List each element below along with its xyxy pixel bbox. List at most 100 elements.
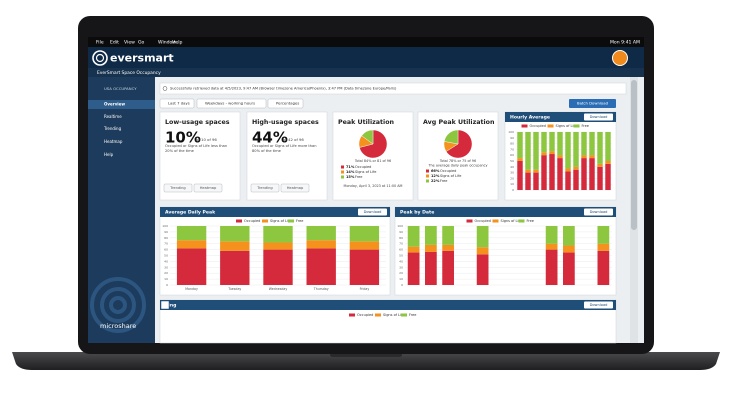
card-description-box: Occupied or Signs of Life less than 20% … xyxy=(165,144,227,153)
card-button-label: Heatmap xyxy=(287,186,304,190)
menu-item[interactable]: Window xyxy=(158,40,176,46)
bar-segment xyxy=(349,249,380,285)
filter-label: Percentages xyxy=(276,101,299,106)
pie-legend-label: Signs of Life xyxy=(355,170,376,174)
download-button[interactable] xyxy=(584,208,613,216)
card-button[interactable] xyxy=(280,183,310,193)
bar-segment xyxy=(306,226,336,241)
pie-slice xyxy=(445,129,473,159)
legend-swatch xyxy=(341,170,344,174)
legend-label: Signs of Life xyxy=(383,313,404,317)
y-tick-label: 30 xyxy=(510,171,514,175)
pie-title: Peak Utilization xyxy=(338,119,394,126)
bar-segment xyxy=(220,250,250,285)
legend-swatch xyxy=(521,124,528,128)
banner-text: Successfully retrieved data at 4/5/2023,… xyxy=(170,87,397,91)
bar-segment xyxy=(476,247,489,255)
laptop-base xyxy=(12,352,720,370)
nav-item[interactable]: Realtime xyxy=(104,114,122,119)
card-title: Low-usage spaces xyxy=(165,119,230,126)
bar-segment xyxy=(597,226,610,244)
menu-item[interactable]: Help xyxy=(172,40,183,46)
filter-label: Last 7 days xyxy=(168,101,190,106)
menu-item[interactable]: Edit xyxy=(110,40,119,46)
menu-item[interactable]: Go xyxy=(138,40,145,46)
bar-segment xyxy=(549,132,555,152)
panel-title: Average Daily Peak xyxy=(165,210,216,216)
panel-title: ding xyxy=(165,303,176,309)
bar-segment xyxy=(517,132,523,159)
bar-segment xyxy=(476,226,489,248)
bar-segment xyxy=(525,172,531,190)
pie-legend-label: Occupied xyxy=(440,169,456,173)
bar-segment xyxy=(545,249,558,285)
y-tick-label: 60 xyxy=(510,153,514,157)
download-button[interactable] xyxy=(584,301,613,309)
y-tick-label: 70 xyxy=(510,147,514,151)
pie-value-label: 14% xyxy=(346,170,355,174)
filter-dropdown[interactable] xyxy=(267,98,304,109)
logo-mark xyxy=(92,50,108,66)
batch-download-button[interactable] xyxy=(569,99,616,108)
bar-segment xyxy=(425,244,437,252)
bar-segment xyxy=(545,226,558,244)
bar-segment xyxy=(176,226,207,241)
y-tick-label: 10 xyxy=(164,277,168,281)
bar-segment xyxy=(407,226,420,247)
sidebar-footer: microshare xyxy=(100,322,136,330)
pie-note: The average daily peak occupancy xyxy=(427,164,487,168)
pie-slice xyxy=(361,129,374,145)
legend-swatch xyxy=(573,124,580,128)
menu-item[interactable]: File xyxy=(96,40,104,46)
nav-item[interactable]: Help xyxy=(104,152,114,157)
nav-item[interactable]: Overview xyxy=(104,102,125,107)
pie-value-label: 22% xyxy=(431,179,440,183)
bar-segment xyxy=(263,226,293,243)
bar-segment xyxy=(597,243,610,251)
download-button[interactable] xyxy=(358,208,387,216)
legend-swatch xyxy=(426,169,429,173)
menu-clock: Mon 9:41 AM xyxy=(610,40,640,46)
bar-segment xyxy=(597,163,603,167)
bar-segment xyxy=(557,132,563,156)
legend-swatch xyxy=(236,219,242,223)
bar-segment xyxy=(563,245,575,253)
bar-segment xyxy=(263,249,293,285)
bar-segment xyxy=(476,254,489,285)
card-button[interactable] xyxy=(193,183,223,193)
nav-item[interactable]: Trending xyxy=(103,126,122,131)
download-button[interactable] xyxy=(584,113,613,121)
legend-label: Occupied xyxy=(475,219,491,223)
pie-value-label: 66% xyxy=(431,169,440,173)
y-tick-label: 20 xyxy=(510,176,514,180)
bar-segment xyxy=(525,132,531,170)
y-tick-label: 70 xyxy=(399,242,403,246)
bar-segment xyxy=(573,132,579,167)
legend-swatch xyxy=(426,179,429,183)
filter-dropdown[interactable] xyxy=(196,98,267,109)
bar-segment xyxy=(545,243,558,250)
menu-item[interactable]: View xyxy=(124,40,135,46)
download-label: Download xyxy=(590,303,608,307)
x-tick-label: Thursday xyxy=(313,287,329,291)
user-avatar[interactable] xyxy=(612,50,628,66)
y-tick-label: 100 xyxy=(508,130,514,134)
y-tick-label: 50 xyxy=(399,254,403,258)
banner-box xyxy=(159,82,627,95)
expand-icon[interactable] xyxy=(160,300,170,310)
nav-item[interactable]: Heatmap xyxy=(104,139,123,144)
bar-segment xyxy=(306,248,336,285)
filter-dropdown[interactable] xyxy=(159,98,195,109)
pie-value-label: 71% xyxy=(346,165,355,169)
scroll-thumb[interactable] xyxy=(631,80,637,230)
bar-segment xyxy=(589,132,595,156)
card-button[interactable] xyxy=(163,183,193,193)
pie-subtitle: Total 78% or 75 of 96 xyxy=(439,159,476,163)
bar-segment xyxy=(597,166,603,190)
y-tick-label: 80 xyxy=(399,236,403,240)
card-button[interactable] xyxy=(250,183,280,193)
x-tick-label: Friday xyxy=(360,287,370,291)
bar-segment xyxy=(581,132,587,156)
legend-swatch xyxy=(349,313,355,317)
